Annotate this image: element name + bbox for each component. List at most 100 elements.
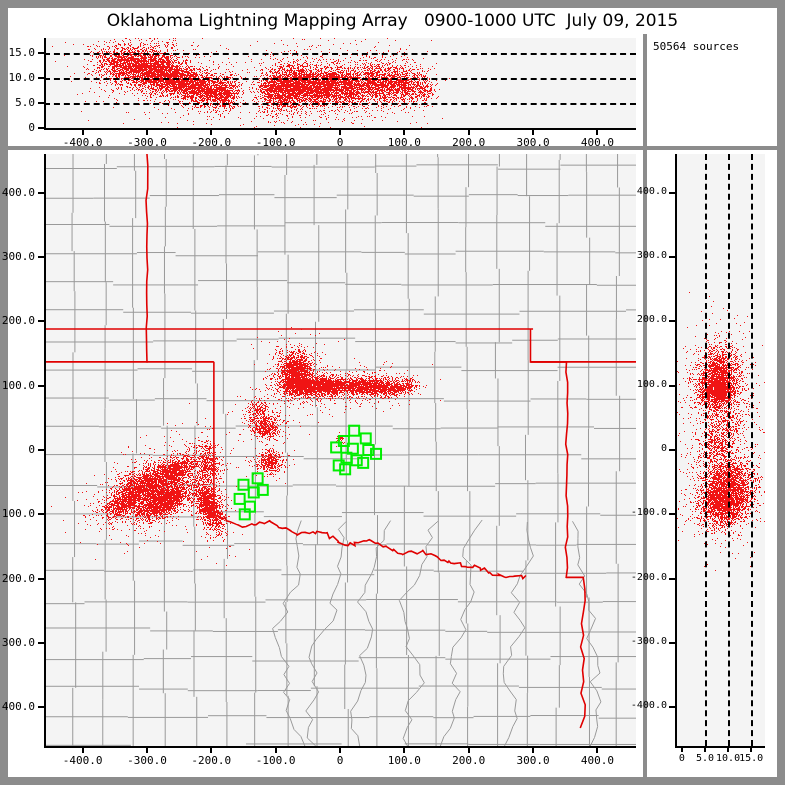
axis-tick-label: 0 (336, 136, 344, 149)
lma-station-markers (44, 154, 636, 746)
source-count-label: 50564 sources (653, 40, 740, 53)
axis-tick-label: -200.0 (630, 571, 667, 583)
axis-tick-label: 200.0 (636, 314, 667, 326)
axis-tick (38, 52, 45, 54)
axis-tick-label: 200.0 (1, 314, 35, 328)
axis-tick-label: 0 (28, 121, 35, 134)
axis-tick-label: 100.0 (1, 378, 35, 392)
axis-tick-label: 15.0 (8, 46, 36, 59)
axis-tick (596, 128, 599, 135)
axis-tick (81, 746, 84, 753)
axis-tick (38, 255, 45, 258)
axis-tick (274, 746, 277, 753)
plan-view-map-plot-area (44, 154, 636, 746)
axis-tick-label: -100.0 (255, 136, 296, 149)
axis-tick-label: 15.0 (739, 753, 764, 764)
axis-tick-label: 400.0 (636, 185, 667, 197)
plan-view-map-panel: -400.0 -300.0 -200.0 -100.0 0 100.0 200.0 300.0… (0, 150, 643, 777)
axis-tick-label: -100.0 (630, 507, 667, 519)
axis-tick-label: -400.0 (630, 700, 667, 712)
axis-tick (38, 320, 45, 323)
axis-tick (81, 128, 84, 135)
axis-tick (38, 127, 45, 129)
axis-tick (532, 128, 535, 135)
axis-tick (596, 746, 599, 753)
axis-tick-label: 400.0 (580, 754, 614, 767)
axis-tick-label: -400.0 (62, 136, 103, 149)
axis-tick-label: 300.0 (516, 136, 550, 149)
axis-tick-label: 100.0 (387, 754, 421, 767)
axis-tick-label: -100.0 (0, 507, 35, 521)
axis-tick (669, 577, 676, 580)
axis-tick-label: 100.0 (387, 136, 421, 149)
axis-line (675, 154, 677, 747)
axis-tick (38, 449, 45, 451)
axis-tick-label: 400.0 (1, 185, 35, 199)
axis-tick-label: 200.0 (452, 754, 486, 767)
gridline (751, 154, 754, 746)
title-bar: Oklahoma Lightning Mapping Array 0900-10… (8, 8, 777, 34)
axis-tick-label: 100.0 (636, 378, 667, 390)
axis-tick (145, 128, 148, 135)
axis-tick-label: 10.0 (716, 753, 741, 764)
gridline (44, 103, 636, 105)
altitude-vs-y-plot-area (675, 154, 765, 746)
axis-tick-label: -200.0 (191, 136, 232, 149)
axis-tick (339, 128, 341, 135)
axis-tick (750, 746, 753, 752)
axis-tick-label: 400.0 (580, 136, 614, 149)
gridline (705, 154, 707, 746)
axis-tick-label: -300.0 (127, 136, 167, 149)
axis-tick (38, 706, 45, 709)
axis-tick-label: -100.0 (255, 754, 296, 767)
axis-tick-label: 200.0 (452, 136, 486, 149)
axis-tick-label: 5.0 (15, 96, 35, 109)
axis-tick (669, 384, 676, 387)
axis-tick (669, 449, 676, 451)
page-title: Oklahoma Lightning Mapping Array 0900-10… (106, 11, 679, 31)
axis-tick-label: 0 (336, 754, 344, 767)
axis-tick (669, 706, 676, 709)
axis-tick (669, 513, 676, 516)
axis-tick-label: -400.0 (62, 754, 103, 767)
axis-tick (403, 128, 406, 135)
gridline (44, 53, 636, 55)
axis-tick-label: 300.0 (516, 754, 550, 767)
source-count-panel: 50564 sources (647, 34, 777, 146)
axis-tick (38, 77, 45, 79)
axis-tick-label: 5.0 (695, 753, 715, 764)
altitude-vs-x-panel: 0 5.0 10.0 15.0 -400.0 -300.0 -200.0 -100.0 0 100… (8, 34, 643, 149)
axis-tick (669, 255, 676, 258)
axis-tick (38, 102, 45, 104)
axis-tick-label: 0 (28, 443, 35, 456)
axis-tick (210, 128, 213, 135)
axis-tick (274, 128, 277, 135)
gridline (728, 154, 731, 746)
axis-tick (669, 642, 676, 645)
axis-tick (339, 746, 341, 753)
axis-tick-label: -300.0 (127, 754, 167, 767)
axis-tick (467, 128, 470, 135)
axis-tick (727, 746, 730, 752)
axis-tick (38, 513, 45, 516)
axis-line (675, 746, 765, 748)
axis-tick (669, 191, 676, 194)
axis-tick-label: -200.0 (191, 754, 232, 767)
axis-tick-label: -300.0 (0, 636, 35, 650)
axis-tick (38, 577, 45, 580)
axis-tick (704, 746, 706, 752)
axis-tick (145, 746, 148, 753)
axis-tick-label: 300.0 (636, 249, 667, 261)
altitude-vs-x-plot-area (44, 38, 636, 128)
axis-tick (38, 191, 45, 194)
axis-line (44, 154, 46, 747)
axis-tick-label: -400.0 (0, 700, 35, 714)
altitude-vs-y-scatter (675, 154, 765, 746)
altitude-vs-y-panel: -400.0 -300.0 -200.0 -100.0 0 100.0 200.0 300.0… (631, 150, 777, 777)
axis-tick (680, 746, 683, 752)
axis-tick (210, 746, 213, 753)
altitude-vs-x-scatter (44, 38, 636, 128)
axis-tick (38, 384, 45, 387)
gridline (44, 78, 636, 80)
